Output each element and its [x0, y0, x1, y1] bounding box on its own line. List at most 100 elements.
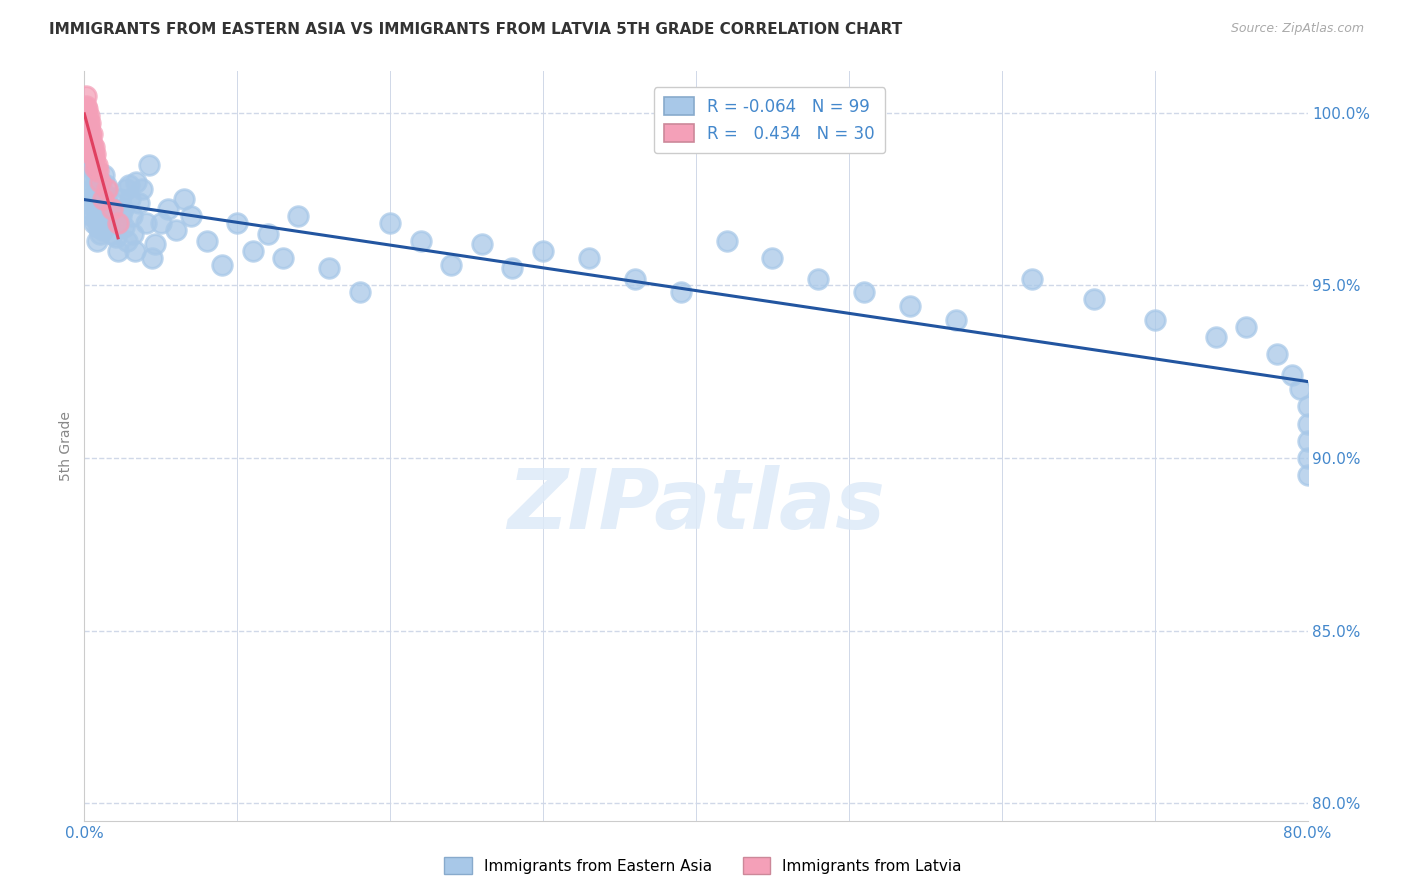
Point [131, 182, 153, 196]
Point [211, 258, 233, 272]
Point [380, 216, 402, 230]
Point [76, 130, 98, 145]
Point [110, 210, 132, 224]
Point [93, 168, 115, 182]
Point [349, 285, 371, 300]
Point [624, 271, 647, 285]
Point [318, 261, 340, 276]
Point [83, 164, 105, 178]
Point [75, 120, 97, 134]
Point [115, 234, 138, 248]
Point [87, 192, 110, 206]
Point [502, 261, 524, 276]
Point [1296, 434, 1319, 448]
Point [669, 285, 692, 300]
Point [1205, 330, 1227, 344]
Point [409, 234, 432, 248]
Point [89, 227, 111, 241]
Text: ZIPatlas: ZIPatlas [508, 466, 884, 547]
Point [75, 105, 97, 120]
Point [898, 299, 921, 313]
Point [84, 175, 107, 189]
Point [107, 216, 129, 230]
Point [89, 199, 111, 213]
Point [118, 178, 141, 193]
Point [79, 136, 101, 151]
Point [77, 158, 100, 172]
Point [79, 175, 101, 189]
Point [108, 192, 131, 206]
Point [242, 244, 264, 258]
Point [83, 216, 105, 230]
Point [79, 116, 101, 130]
Point [1296, 417, 1319, 431]
Point [1296, 451, 1319, 466]
Point [80, 210, 103, 224]
Point [716, 234, 738, 248]
Point [114, 182, 136, 196]
Point [138, 158, 160, 172]
Point [79, 202, 101, 217]
Point [531, 244, 554, 258]
Point [80, 136, 103, 151]
Point [80, 127, 103, 141]
Point [91, 192, 114, 206]
Point [1296, 399, 1319, 413]
Point [98, 212, 121, 227]
Point [1289, 382, 1312, 396]
Point [853, 285, 876, 300]
Point [80, 182, 103, 196]
Point [76, 123, 98, 137]
Point [1236, 319, 1258, 334]
Point [83, 140, 105, 154]
Point [125, 175, 148, 189]
Point [440, 258, 463, 272]
Point [195, 234, 218, 248]
Point [77, 109, 100, 123]
Point [90, 210, 112, 224]
Point [75, 112, 97, 127]
Point [165, 223, 187, 237]
Point [1021, 271, 1043, 285]
Point [87, 164, 110, 178]
Point [1083, 292, 1105, 306]
Point [84, 147, 107, 161]
Point [107, 244, 129, 258]
Point [94, 178, 117, 193]
Point [807, 271, 830, 285]
Point [761, 251, 783, 265]
Point [75, 88, 97, 103]
Point [287, 210, 309, 224]
Point [112, 219, 135, 234]
Point [89, 175, 111, 189]
Point [91, 223, 114, 237]
Point [86, 212, 108, 227]
Point [76, 133, 98, 147]
Point [75, 99, 97, 113]
Point [79, 151, 101, 165]
Point [103, 202, 125, 217]
Point [86, 158, 108, 172]
Point [79, 127, 101, 141]
Point [1265, 347, 1288, 361]
Point [226, 216, 249, 230]
Point [96, 216, 118, 230]
Point [77, 140, 100, 154]
Point [1281, 368, 1303, 383]
Text: Source: ZipAtlas.com: Source: ZipAtlas.com [1230, 22, 1364, 36]
Point [80, 161, 103, 175]
Point [76, 120, 98, 134]
Point [101, 227, 124, 241]
Point [143, 237, 166, 252]
Point [101, 202, 124, 217]
Point [77, 130, 100, 145]
Point [96, 188, 118, 202]
Point [1296, 468, 1319, 483]
Point [76, 103, 98, 117]
Point [271, 251, 294, 265]
Point [141, 251, 163, 265]
Point [97, 199, 120, 213]
Point [104, 216, 127, 230]
Point [122, 227, 145, 241]
Point [149, 216, 172, 230]
